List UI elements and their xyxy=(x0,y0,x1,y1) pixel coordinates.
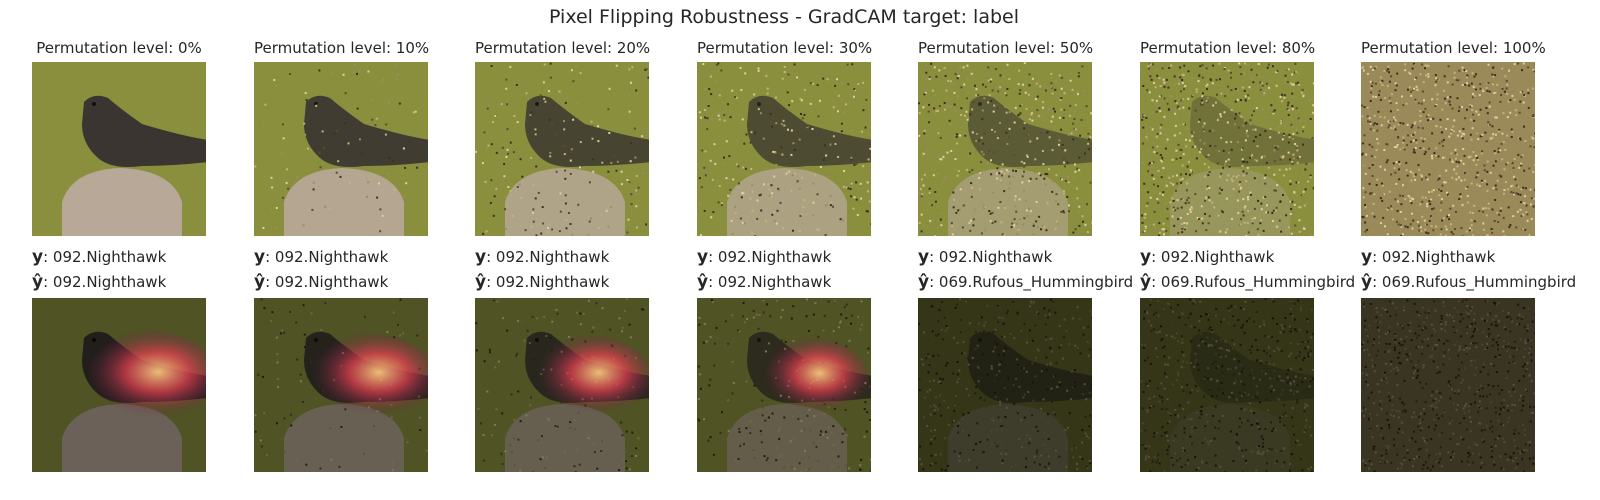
true-label-symbol: y xyxy=(32,247,44,267)
predicted-label-symbol: ŷ xyxy=(1140,272,1152,292)
predicted-label-symbol: ŷ xyxy=(254,272,266,292)
permutation-level-title: Permutation level: 100% xyxy=(1361,39,1546,57)
panel-column: Permutation level: 0% y: 092.Nighthawk ŷ: … xyxy=(32,38,262,472)
permuted-image xyxy=(918,62,1092,236)
permuted-image xyxy=(32,62,206,236)
predicted-label: ŷ: 069.Rufous_Hummingbird xyxy=(1361,271,1591,296)
panel-column: Permutation level: 10% y: 092.Nighthawk ŷ:… xyxy=(254,38,484,472)
panel-column: Permutation level: 50% y: 092.Nighthawk ŷ:… xyxy=(918,38,1148,472)
gradcam-tile xyxy=(32,298,206,472)
permuted-image xyxy=(1140,62,1314,236)
panel-column: Permutation level: 80% y: 092.Nighthawk ŷ:… xyxy=(1140,38,1370,472)
prediction-labels: y: 092.Nighthawk ŷ: 092.Nighthawk xyxy=(32,236,262,298)
permuted-image-tile xyxy=(697,62,871,236)
gradcam-tile xyxy=(697,298,871,472)
permuted-image xyxy=(254,62,428,236)
permuted-image-tile xyxy=(918,62,1092,236)
predicted-label: ŷ: 069.Rufous_Hummingbird xyxy=(918,271,1148,296)
predicted-label-symbol: ŷ xyxy=(918,272,930,292)
permutation-level-title: Permutation level: 30% xyxy=(697,39,873,57)
panel-column: Permutation level: 20% y: 092.Nighthawk ŷ:… xyxy=(475,38,705,472)
true-label-symbol: y xyxy=(697,247,709,267)
gradcam-tile xyxy=(1140,298,1314,472)
permuted-image-tile xyxy=(32,62,206,236)
true-label-symbol: y xyxy=(475,247,487,267)
permutation-level-title: Permutation level: 80% xyxy=(1140,39,1316,57)
true-label-value: : 092.Nighthawk xyxy=(486,248,610,266)
predicted-label: ŷ: 092.Nighthawk xyxy=(697,271,927,296)
gradcam-tile xyxy=(475,298,649,472)
true-label: y: 092.Nighthawk xyxy=(475,246,705,271)
prediction-labels: y: 092.Nighthawk ŷ: 069.Rufous_Hummingbir… xyxy=(1140,236,1370,298)
permutation-level-title: Permutation level: 20% xyxy=(475,39,651,57)
predicted-label-value: : 069.Rufous_Hummingbird xyxy=(1372,273,1577,291)
gradcam-heatmap-image xyxy=(1361,298,1535,472)
true-label-symbol: y xyxy=(918,247,930,267)
true-label-value: : 092.Nighthawk xyxy=(1151,248,1275,266)
gradcam-tile xyxy=(1361,298,1535,472)
gradcam-tile xyxy=(254,298,428,472)
predicted-label: ŷ: 092.Nighthawk xyxy=(254,271,484,296)
permuted-image-tile xyxy=(254,62,428,236)
true-label: y: 092.Nighthawk xyxy=(918,246,1148,271)
gradcam-heatmap-image xyxy=(1140,298,1314,472)
predicted-label: ŷ: 069.Rufous_Hummingbird xyxy=(1140,271,1370,296)
predicted-label-symbol: ŷ xyxy=(697,272,709,292)
predicted-label-value: : 069.Rufous_Hummingbird xyxy=(1151,273,1356,291)
permuted-image-tile xyxy=(475,62,649,236)
gradcam-heatmap-image xyxy=(254,298,428,472)
permutation-level-title: Permutation level: 50% xyxy=(918,39,1094,57)
permuted-image xyxy=(1361,62,1535,236)
true-label-value: : 092.Nighthawk xyxy=(43,248,167,266)
true-label: y: 092.Nighthawk xyxy=(32,246,262,271)
predicted-label-symbol: ŷ xyxy=(1361,272,1373,292)
gradcam-heatmap-image xyxy=(697,298,871,472)
prediction-labels: y: 092.Nighthawk ŷ: 069.Rufous_Hummingbir… xyxy=(1361,236,1591,298)
true-label: y: 092.Nighthawk xyxy=(254,246,484,271)
permuted-image xyxy=(697,62,871,236)
predicted-label-symbol: ŷ xyxy=(475,272,487,292)
predicted-label: ŷ: 092.Nighthawk xyxy=(475,271,705,296)
true-label-value: : 092.Nighthawk xyxy=(929,248,1053,266)
permuted-image-tile xyxy=(1361,62,1535,236)
panel-column: Permutation level: 100% y: 092.Nighthawk ŷ… xyxy=(1361,38,1591,472)
gradcam-heatmap-image xyxy=(475,298,649,472)
gradcam-heatmap-image xyxy=(918,298,1092,472)
predicted-label-value: : 092.Nighthawk xyxy=(43,273,167,291)
gradcam-heatmap-image xyxy=(32,298,206,472)
predicted-label-value: : 092.Nighthawk xyxy=(708,273,832,291)
true-label: y: 092.Nighthawk xyxy=(1361,246,1591,271)
permutation-level-title: Permutation level: 0% xyxy=(36,39,202,57)
true-label-value: : 092.Nighthawk xyxy=(708,248,832,266)
true-label-symbol: y xyxy=(254,247,266,267)
predicted-label-value: : 069.Rufous_Hummingbird xyxy=(929,273,1134,291)
true-label-symbol: y xyxy=(1140,247,1152,267)
permuted-image-tile xyxy=(1140,62,1314,236)
gradcam-tile xyxy=(918,298,1092,472)
true-label-symbol: y xyxy=(1361,247,1373,267)
panel-column: Permutation level: 30% y: 092.Nighthawk ŷ:… xyxy=(697,38,927,472)
permutation-level-title: Permutation level: 10% xyxy=(254,39,430,57)
prediction-labels: y: 092.Nighthawk ŷ: 092.Nighthawk xyxy=(475,236,705,298)
predicted-label-value: : 092.Nighthawk xyxy=(265,273,389,291)
prediction-labels: y: 092.Nighthawk ŷ: 069.Rufous_Hummingbir… xyxy=(918,236,1148,298)
predicted-label-symbol: ŷ xyxy=(32,272,44,292)
true-label-value: : 092.Nighthawk xyxy=(265,248,389,266)
prediction-labels: y: 092.Nighthawk ŷ: 092.Nighthawk xyxy=(697,236,927,298)
true-label-value: : 092.Nighthawk xyxy=(1372,248,1496,266)
figure-title: Pixel Flipping Robustness - GradCAM targ… xyxy=(549,6,1019,28)
prediction-labels: y: 092.Nighthawk ŷ: 092.Nighthawk xyxy=(254,236,484,298)
permuted-image xyxy=(475,62,649,236)
true-label: y: 092.Nighthawk xyxy=(697,246,927,271)
predicted-label-value: : 092.Nighthawk xyxy=(486,273,610,291)
predicted-label: ŷ: 092.Nighthawk xyxy=(32,271,262,296)
true-label: y: 092.Nighthawk xyxy=(1140,246,1370,271)
